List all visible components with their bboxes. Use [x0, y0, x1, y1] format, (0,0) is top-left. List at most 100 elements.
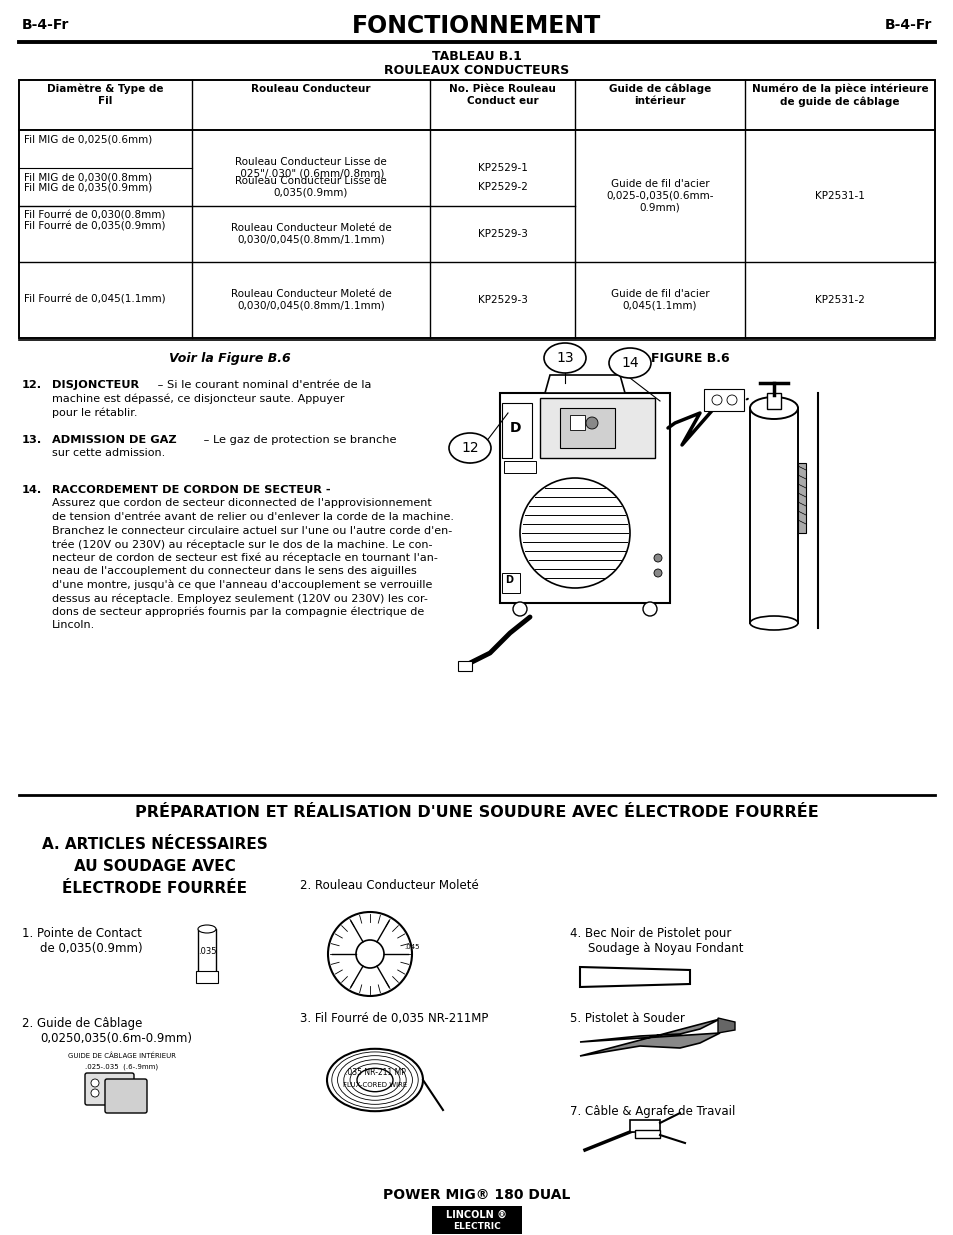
Text: Fil Fourré de 0,045(1.1mm): Fil Fourré de 0,045(1.1mm)	[24, 295, 166, 305]
Text: Assurez que cordon de secteur diconnected de l'approvisionnement: Assurez que cordon de secteur diconnecte…	[52, 499, 432, 509]
Text: Lincoln.: Lincoln.	[52, 620, 95, 630]
Polygon shape	[579, 1019, 720, 1056]
Circle shape	[328, 911, 412, 995]
Text: KP2529-2: KP2529-2	[477, 182, 527, 191]
Text: 3. Fil Fourré de 0,035 NR-211MP: 3. Fil Fourré de 0,035 NR-211MP	[299, 1011, 488, 1025]
Text: DISJONCTEUR: DISJONCTEUR	[52, 380, 139, 390]
Bar	[499, 393, 669, 603]
Text: – Si le courant nominal d'entrée de la: – Si le courant nominal d'entrée de la	[153, 380, 371, 390]
Text: Fil Fourré de 0,030(0.8mm)
Fil Fourré de 0,035(0.9mm): Fil Fourré de 0,030(0.8mm) Fil Fourré de…	[24, 210, 165, 232]
Text: KP2531-1: KP2531-1	[814, 191, 864, 201]
Text: FONCTIONNEMENT: FONCTIONNEMENT	[352, 14, 601, 38]
Bar	[19, 80, 934, 338]
Bar	[629, 1120, 659, 1132]
Text: KP2529-3: KP2529-3	[477, 228, 527, 240]
Text: Voir la Figure B.6: Voir la Figure B.6	[169, 352, 291, 366]
Bar	[703, 389, 743, 411]
Text: Guide de fil d'acier
0,045(1.1mm): Guide de fil d'acier 0,045(1.1mm)	[610, 289, 709, 311]
Text: 5. Pistolet à Souder: 5. Pistolet à Souder	[569, 1011, 684, 1025]
Bar	[766, 393, 781, 409]
Ellipse shape	[449, 433, 491, 463]
Text: necteur de cordon de secteur est fixé au réceptacle en tournant l'an-: necteur de cordon de secteur est fixé au…	[52, 552, 437, 563]
Text: Rouleau Conducteur: Rouleau Conducteur	[251, 84, 371, 94]
Text: KP2531-2: KP2531-2	[814, 295, 864, 305]
FancyBboxPatch shape	[85, 1073, 133, 1105]
Text: .045: .045	[403, 944, 419, 950]
Bar	[501, 403, 532, 458]
Text: AU SOUDAGE AVEC: AU SOUDAGE AVEC	[74, 860, 235, 874]
Text: ROULEAUX CONDUCTEURS: ROULEAUX CONDUCTEURS	[384, 64, 569, 77]
Ellipse shape	[356, 1068, 393, 1092]
Text: 4. Bec Noir de Pistolet pour: 4. Bec Noir de Pistolet pour	[569, 927, 731, 940]
Text: ADMISSION DE GAZ: ADMISSION DE GAZ	[52, 435, 176, 445]
Polygon shape	[579, 967, 689, 987]
Circle shape	[355, 940, 384, 968]
Text: KP2529-3: KP2529-3	[477, 295, 527, 305]
Text: .035 NR-211 MP: .035 NR-211 MP	[344, 1068, 405, 1077]
Text: 12: 12	[460, 441, 478, 454]
Text: 14.: 14.	[22, 485, 42, 495]
Text: d'une montre, jusqu'à ce que l'anneau d'accouplement se verrouille: d'une montre, jusqu'à ce que l'anneau d'…	[52, 579, 432, 590]
Text: No. Pièce Rouleau
Conduct eur: No. Pièce Rouleau Conduct eur	[449, 84, 556, 106]
Text: ELECTRIC: ELECTRIC	[453, 1221, 500, 1231]
Text: B-4-Fr: B-4-Fr	[883, 19, 931, 32]
Text: RACCORDEMENT DE CORDON DE SECTEUR -: RACCORDEMENT DE CORDON DE SECTEUR -	[52, 485, 331, 495]
Bar	[501, 573, 519, 593]
Bar	[559, 408, 615, 448]
Text: Guide de câblage
intérieur: Guide de câblage intérieur	[608, 84, 710, 106]
Text: Fil MIG de 0,035(0.9mm): Fil MIG de 0,035(0.9mm)	[24, 182, 152, 191]
Text: – Le gaz de protection se branche: – Le gaz de protection se branche	[200, 435, 396, 445]
Text: machine est dépassé, ce disjoncteur saute. Appuyer: machine est dépassé, ce disjoncteur saut…	[52, 394, 344, 404]
Circle shape	[654, 555, 661, 562]
Bar	[457, 661, 472, 671]
Circle shape	[711, 395, 721, 405]
Text: 2. Rouleau Conducteur Moleté: 2. Rouleau Conducteur Moleté	[299, 879, 478, 892]
Text: Rouleau Conducteur Lisse de
.025"/.030" (0.6mm/0.8mm): Rouleau Conducteur Lisse de .025"/.030" …	[234, 157, 387, 179]
Bar	[503, 461, 536, 473]
FancyBboxPatch shape	[105, 1079, 147, 1113]
Text: Numéro de la pièce intérieure
de guide de câblage: Numéro de la pièce intérieure de guide d…	[751, 84, 927, 106]
Ellipse shape	[198, 925, 215, 932]
Text: Fil MIG de 0,030(0.8mm): Fil MIG de 0,030(0.8mm)	[24, 173, 152, 183]
Polygon shape	[718, 1018, 734, 1032]
Text: Rouleau Conducteur Moleté de
0,030/0,045(0.8mm/1.1mm): Rouleau Conducteur Moleté de 0,030/0,045…	[231, 289, 391, 311]
Text: 14: 14	[620, 356, 639, 370]
Text: B-4-Fr: B-4-Fr	[22, 19, 70, 32]
Text: D: D	[504, 576, 513, 585]
Bar	[195, 971, 218, 983]
Text: dessus au réceptacle. Employez seulement (120V ou 230V) les cor-: dessus au réceptacle. Employez seulement…	[52, 593, 428, 604]
Bar	[539, 398, 655, 458]
Text: .035: .035	[197, 946, 216, 956]
Text: FIGURE B.6: FIGURE B.6	[650, 352, 728, 366]
Bar	[635, 1130, 659, 1137]
Text: A. ARTICLES NÉCESSAIRES: A. ARTICLES NÉCESSAIRES	[42, 837, 268, 852]
Text: Diamètre & Type de
Fil: Diamètre & Type de Fil	[48, 84, 164, 106]
Text: D: D	[510, 421, 521, 435]
Text: sur cette admission.: sur cette admission.	[52, 448, 165, 458]
Text: ÉLECTRODE FOURRÉE: ÉLECTRODE FOURRÉE	[63, 881, 247, 897]
Text: 13: 13	[556, 351, 573, 366]
Text: KP2529-1: KP2529-1	[477, 163, 527, 173]
Text: 12.: 12.	[22, 380, 42, 390]
Text: neau de l'accouplement du connecteur dans le sens des aiguilles: neau de l'accouplement du connecteur dan…	[52, 566, 416, 576]
Circle shape	[91, 1079, 99, 1087]
Circle shape	[726, 395, 737, 405]
Text: .025-.035  (.6-.9mm): .025-.035 (.6-.9mm)	[86, 1063, 158, 1070]
Text: pour le rétablir.: pour le rétablir.	[52, 408, 137, 417]
Text: 13.: 13.	[22, 435, 42, 445]
Bar	[432, 1207, 521, 1234]
Text: de tension d'entrée avant de relier ou d'enlever la corde de la machine.: de tension d'entrée avant de relier ou d…	[52, 513, 454, 522]
Bar	[749, 408, 797, 622]
Bar	[198, 929, 215, 981]
Text: POWER MIG® 180 DUAL: POWER MIG® 180 DUAL	[383, 1188, 570, 1202]
Text: 2. Guide de Câblage: 2. Guide de Câblage	[22, 1016, 142, 1030]
Text: trée (120V ou 230V) au réceptacle sur le dos de la machine. Le con-: trée (120V ou 230V) au réceptacle sur le…	[52, 538, 432, 550]
Circle shape	[585, 417, 598, 429]
Text: 0,0250,035(0.6m-0.9mm): 0,0250,035(0.6m-0.9mm)	[40, 1032, 192, 1045]
Ellipse shape	[749, 396, 797, 419]
Text: Rouleau Conducteur Moleté de
0,030/0,045(0.8mm/1.1mm): Rouleau Conducteur Moleté de 0,030/0,045…	[231, 224, 391, 245]
Text: dons de secteur appropriés fournis par la compagnie électrique de: dons de secteur appropriés fournis par l…	[52, 606, 424, 618]
Text: Fil MIG de 0,025(0.6mm): Fil MIG de 0,025(0.6mm)	[24, 135, 152, 144]
Ellipse shape	[543, 343, 585, 373]
Text: TABLEAU B.1: TABLEAU B.1	[432, 49, 521, 63]
